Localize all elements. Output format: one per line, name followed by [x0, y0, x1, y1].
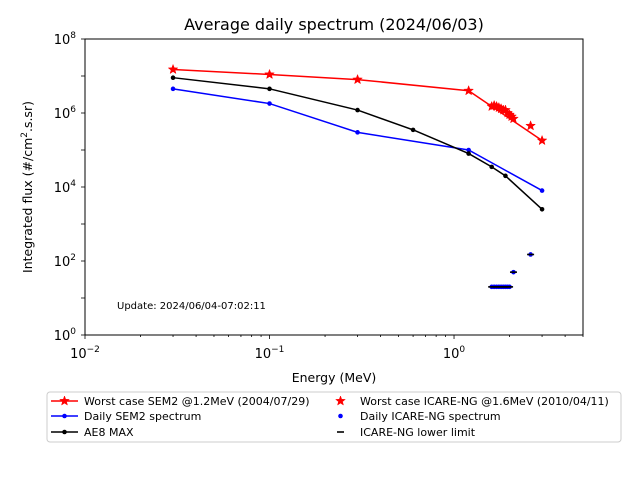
series-5: [488, 253, 535, 288]
data-point: [466, 151, 471, 156]
data-point: [539, 188, 545, 193]
data-point: [167, 63, 179, 75]
legend: Worst case SEM2 @1.2MeV (2004/07/29) Dail…: [46, 391, 622, 443]
series-3: [489, 252, 533, 290]
legend-swatch-marker: [62, 429, 67, 435]
data-point: [170, 86, 176, 92]
series-line: [172, 76, 543, 210]
plot-frame: [84, 38, 584, 336]
legend-label: Worst case ICARE-NG @1.6MeV (2010/04/11): [360, 395, 609, 408]
data-point: [489, 164, 494, 170]
legend-swatch-marker: [335, 395, 346, 406]
data-point: [463, 85, 475, 96]
data-point: [410, 127, 416, 133]
legend-item: Daily SEM2 spectrum: [51, 410, 201, 423]
y-tick-label: 100: [54, 327, 77, 344]
y-axis-label-prefix: Integrated flux (#/cm: [20, 138, 35, 273]
data-point: [355, 130, 360, 135]
legend-label: ICARE-NG lower limit: [360, 426, 476, 439]
y-tick-label: 108: [54, 31, 77, 48]
chart-title: Average daily spectrum (2024/06/03): [184, 15, 484, 34]
series-line: [172, 88, 543, 192]
series-1: [486, 99, 537, 131]
y-axis-label-suffix: .s.sr): [20, 101, 35, 132]
legend-item: Daily ICARE-NG spectrum: [338, 410, 501, 423]
data-point: [267, 101, 272, 106]
series-2: [170, 86, 545, 193]
data-point: [503, 173, 508, 179]
data-point: [508, 113, 519, 124]
data-point: [539, 206, 545, 212]
x-tick-label: 10−2: [70, 345, 100, 362]
y-axis: 100 102 104 106 108: [54, 31, 85, 344]
y-tick-label: 102: [54, 253, 76, 270]
legend-label: Daily SEM2 spectrum: [84, 410, 201, 423]
data-point: [536, 134, 548, 146]
legend-item: Worst case ICARE-NG @1.6MeV (2010/04/11): [335, 395, 609, 408]
x-tick-label: 10−1: [255, 345, 285, 362]
plot-marks: [167, 63, 548, 290]
series-4: [170, 75, 545, 212]
legend-label: Worst case SEM2 @1.2MeV (2004/07/29): [84, 395, 309, 408]
data-point: [525, 120, 537, 131]
x-axis-label: Energy (MeV): [292, 370, 377, 385]
legend-swatch-marker: [338, 413, 343, 419]
legend-item: ICARE-NG lower limit: [337, 426, 476, 439]
legend-swatch-marker: [59, 395, 70, 406]
update-annotation: Update: 2024/06/04-07:02:11: [117, 301, 266, 312]
data-point: [466, 147, 471, 153]
data-point: [170, 75, 176, 80]
data-point: [264, 68, 275, 80]
legend-label: AE8 MAX: [84, 426, 134, 439]
y-axis-label-sup: 2: [20, 132, 30, 138]
data-point: [352, 73, 363, 85]
data-point: [355, 107, 360, 113]
x-tick-label: 100: [443, 345, 466, 362]
legend-item: Worst case SEM2 @1.2MeV (2004/07/29): [51, 395, 309, 408]
legend-swatch-marker: [62, 413, 67, 419]
legend-label: Daily ICARE-NG spectrum: [360, 410, 501, 423]
x-axis: 10−2 10−1 100: [70, 335, 584, 362]
data-point: [267, 86, 272, 92]
legend-item: AE8 MAX: [51, 426, 134, 439]
y-tick-label: 104: [54, 179, 77, 196]
y-axis-label: Integrated flux (#/cm2.s.sr): [20, 101, 35, 273]
y-tick-label: 106: [54, 105, 77, 122]
legend-frame: [46, 391, 622, 443]
